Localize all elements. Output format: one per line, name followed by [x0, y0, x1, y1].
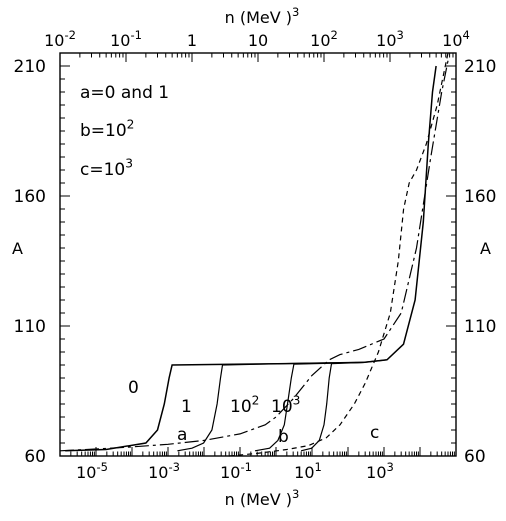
top-axis-title: n (MeV )3: [225, 5, 300, 27]
left-tick-label: 110: [14, 317, 46, 337]
right-tick-label: 210: [464, 57, 496, 77]
top-tick-label: 104: [442, 28, 470, 50]
left-tick-label: 210: [14, 57, 46, 77]
curve-label: 1: [181, 397, 192, 417]
top-tick-label: 103: [376, 28, 404, 50]
plot-frame: [59, 52, 457, 457]
chart-curves: [59, 52, 449, 457]
curve-4: [300, 361, 364, 452]
left-axis-title: A: [12, 239, 23, 258]
legend-entry: a=0 and 1: [80, 83, 169, 103]
legend-entry: c=103: [80, 156, 133, 180]
top-tick-label: 10-1: [110, 28, 142, 50]
bottom-tick-label: 103: [366, 460, 394, 482]
left-tick-label: 60: [24, 447, 46, 467]
right-tick-label: 110: [464, 317, 496, 337]
bottom-axis-title: n (MeV )3: [225, 487, 300, 509]
curve-label: 0: [128, 378, 139, 398]
right-tick-label: 60: [464, 447, 486, 467]
top-tick-label: 1: [187, 31, 197, 50]
curve-label: b: [278, 427, 289, 447]
right-tick-label: 160: [464, 187, 496, 207]
top-tick-label: 10: [248, 31, 268, 50]
left-tick-label: 160: [14, 187, 46, 207]
curve-label: 102: [230, 393, 259, 417]
right-axis-title: A: [480, 239, 491, 258]
bottom-tick-label: 10-3: [148, 460, 180, 482]
top-tick-label: 10-2: [44, 28, 76, 50]
legend-entry: b=102: [80, 117, 134, 141]
bottom-tick-label: 101: [294, 460, 322, 482]
curve-label: a: [177, 425, 187, 445]
top-tick-label: 102: [310, 28, 338, 50]
curve-6: [229, 52, 449, 457]
curve-label: 103: [271, 393, 300, 417]
bottom-tick-label: 10-1: [220, 460, 252, 482]
axis-ticks: [59, 52, 456, 457]
bottom-tick-label: 10-5: [76, 460, 108, 482]
curve-label: c: [370, 423, 379, 443]
curve-3: [254, 361, 364, 452]
curve-5: [59, 60, 449, 452]
